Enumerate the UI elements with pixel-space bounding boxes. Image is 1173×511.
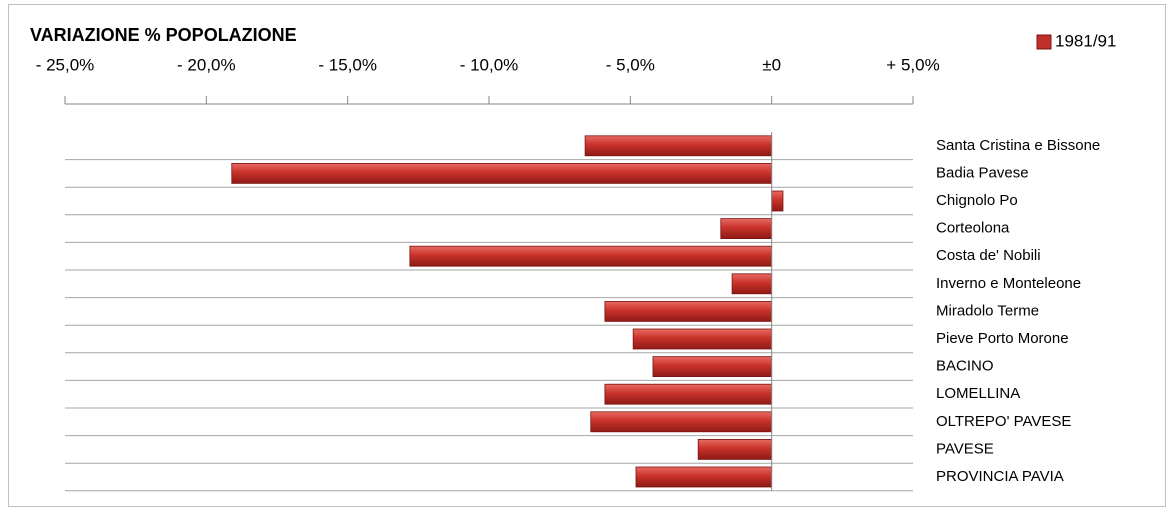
bar: [409, 245, 773, 267]
legend-swatch: [1036, 34, 1052, 50]
category-label: Badia Pavese: [936, 164, 1029, 181]
category-label: Inverno e Monteleone: [936, 275, 1081, 292]
x-tick-label: - 25,0%: [36, 55, 95, 74]
bar: [604, 383, 773, 405]
bar: [697, 438, 773, 460]
bar: [720, 218, 773, 240]
category-label: Costa de' Nobili: [936, 247, 1041, 264]
chart-title: VARIAZIONE % POPOLAZIONE: [30, 25, 297, 45]
category-label: Chignolo Po: [936, 192, 1018, 209]
x-tick-label: - 15,0%: [318, 55, 377, 74]
category-label: PAVESE: [936, 440, 994, 457]
x-tick-label: + 5,0%: [886, 55, 939, 74]
legend-label: 1981/91: [1055, 31, 1116, 50]
bar: [632, 328, 773, 350]
category-label: PROVINCIA PAVIA: [936, 468, 1064, 485]
category-label: OLTREPO' PAVESE: [936, 413, 1071, 430]
x-tick-label: - 5,0%: [606, 55, 655, 74]
category-label: Corteolona: [936, 220, 1010, 237]
bar: [731, 273, 773, 295]
bar: [231, 162, 773, 184]
category-label: Miradolo Terme: [936, 302, 1039, 319]
category-label: LOMELLINA: [936, 385, 1020, 402]
x-tick-label: - 20,0%: [177, 55, 236, 74]
bar: [590, 411, 773, 433]
x-tick-label: - 10,0%: [460, 55, 519, 74]
bar: [635, 466, 773, 488]
bar: [604, 300, 773, 322]
bar: [652, 356, 773, 378]
category-label: Pieve Porto Morone: [936, 330, 1069, 347]
bar: [584, 135, 773, 157]
x-tick-label: ±0: [762, 55, 781, 74]
category-label: BACINO: [936, 358, 994, 375]
bar: [771, 190, 784, 212]
category-label: Santa Cristina e Bissone: [936, 137, 1100, 154]
